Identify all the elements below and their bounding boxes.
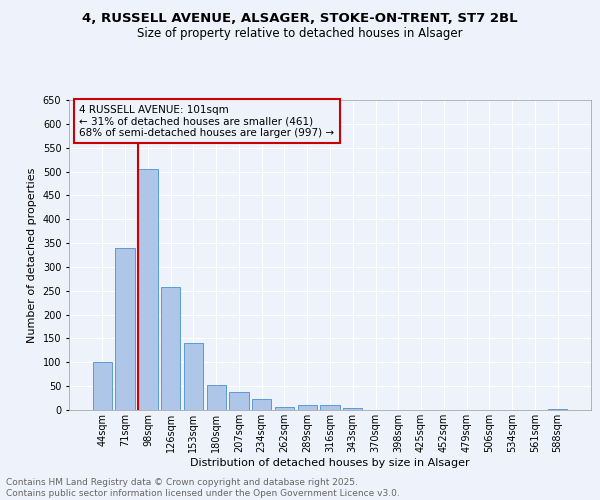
Text: 4 RUSSELL AVENUE: 101sqm
← 31% of detached houses are smaller (461)
68% of semi-: 4 RUSSELL AVENUE: 101sqm ← 31% of detach… (79, 104, 335, 138)
Bar (184, 343, 203, 410)
Text: Contains HM Land Registry data © Crown copyright and database right 2025.
Contai: Contains HM Land Registry data © Crown c… (6, 478, 400, 498)
Bar (320, 405, 340, 410)
Bar (275, 406, 294, 410)
Y-axis label: Number of detached properties: Number of detached properties (27, 168, 37, 342)
Text: Size of property relative to detached houses in Alsager: Size of property relative to detached ho… (137, 28, 463, 40)
Bar (229, 392, 248, 410)
Bar (93, 362, 112, 410)
Bar (548, 408, 567, 410)
Bar (138, 169, 158, 410)
Bar (115, 248, 135, 410)
Bar (252, 398, 271, 410)
X-axis label: Distribution of detached houses by size in Alsager: Distribution of detached houses by size … (190, 458, 470, 468)
Bar (298, 405, 317, 410)
Bar (161, 288, 181, 410)
Text: 4, RUSSELL AVENUE, ALSAGER, STOKE-ON-TRENT, ST7 2BL: 4, RUSSELL AVENUE, ALSAGER, STOKE-ON-TRE… (82, 12, 518, 26)
Bar (206, 384, 226, 410)
Bar (343, 408, 362, 410)
